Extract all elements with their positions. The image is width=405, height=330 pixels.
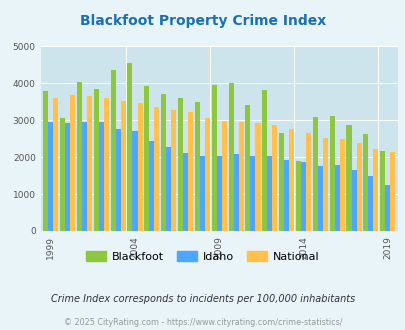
Bar: [278, 133, 284, 231]
Bar: [94, 89, 98, 231]
Bar: [154, 107, 159, 231]
Bar: [250, 156, 255, 231]
Text: © 2025 CityRating.com - https://www.cityrating.com/crime-statistics/: © 2025 CityRating.com - https://www.city…: [64, 318, 341, 327]
Bar: [228, 83, 233, 231]
Bar: [339, 139, 344, 231]
Bar: [171, 110, 176, 231]
Bar: [272, 124, 277, 231]
Bar: [144, 86, 149, 231]
Legend: Blackfoot, Idaho, National: Blackfoot, Idaho, National: [82, 247, 323, 267]
Bar: [379, 151, 384, 231]
Bar: [384, 185, 389, 231]
Bar: [183, 153, 188, 231]
Bar: [77, 82, 82, 231]
Bar: [104, 98, 109, 231]
Bar: [373, 149, 377, 231]
Bar: [300, 161, 305, 231]
Bar: [351, 170, 356, 231]
Bar: [48, 122, 53, 231]
Bar: [87, 96, 92, 231]
Bar: [345, 125, 351, 231]
Bar: [305, 133, 310, 231]
Bar: [115, 129, 120, 231]
Bar: [188, 112, 193, 231]
Bar: [65, 123, 70, 231]
Bar: [295, 161, 300, 231]
Bar: [312, 117, 317, 231]
Bar: [166, 147, 171, 231]
Bar: [322, 138, 327, 231]
Text: Crime Index corresponds to incidents per 100,000 inhabitants: Crime Index corresponds to incidents per…: [51, 294, 354, 304]
Bar: [255, 123, 260, 231]
Bar: [356, 144, 361, 231]
Bar: [205, 118, 209, 231]
Bar: [60, 118, 65, 231]
Bar: [194, 102, 199, 231]
Bar: [362, 134, 367, 231]
Bar: [53, 98, 58, 231]
Bar: [161, 94, 166, 231]
Bar: [389, 152, 394, 231]
Bar: [127, 63, 132, 231]
Bar: [216, 156, 221, 231]
Bar: [317, 166, 322, 231]
Bar: [98, 122, 104, 231]
Bar: [367, 176, 373, 231]
Bar: [221, 121, 226, 231]
Bar: [266, 156, 272, 231]
Bar: [110, 70, 115, 231]
Bar: [329, 116, 334, 231]
Bar: [211, 85, 216, 231]
Bar: [137, 103, 142, 231]
Bar: [262, 90, 266, 231]
Bar: [245, 105, 250, 231]
Bar: [82, 122, 87, 231]
Bar: [334, 165, 339, 231]
Bar: [177, 98, 183, 231]
Text: Blackfoot Property Crime Index: Blackfoot Property Crime Index: [80, 15, 325, 28]
Bar: [238, 122, 243, 231]
Bar: [132, 131, 137, 231]
Bar: [120, 101, 126, 231]
Bar: [199, 156, 205, 231]
Bar: [70, 95, 75, 231]
Bar: [284, 160, 288, 231]
Bar: [233, 154, 238, 231]
Bar: [43, 90, 48, 231]
Bar: [288, 129, 294, 231]
Bar: [149, 141, 154, 231]
